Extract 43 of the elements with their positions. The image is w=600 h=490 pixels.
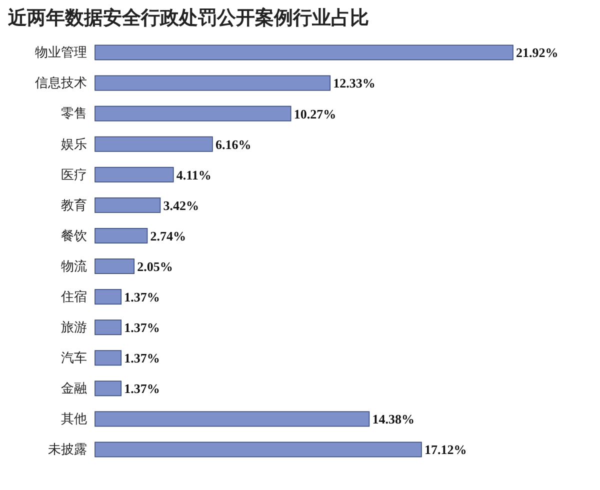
- y-tick-label: 餐饮: [61, 228, 87, 244]
- bar: [94, 350, 122, 366]
- bar: [94, 106, 292, 122]
- y-tick-label: 教育: [61, 197, 87, 214]
- data-label: 17.12%: [424, 442, 467, 458]
- chart-title: 近两年数据安全行政处罚公开案例行业占比: [7, 7, 369, 29]
- bar: [94, 197, 161, 213]
- y-tick-label: 物业管理: [35, 46, 87, 61]
- data-label: 1.37%: [124, 381, 160, 396]
- data-label: 2.74%: [150, 228, 186, 244]
- y-tick-label: 未披露: [48, 442, 87, 458]
- y-tick-label: 娱乐: [61, 137, 87, 152]
- bar: [94, 228, 148, 244]
- data-label: 1.37%: [124, 320, 160, 336]
- data-label: 2.05%: [137, 258, 173, 274]
- y-tick-label: 金融: [61, 382, 87, 397]
- bar: [94, 411, 370, 427]
- data-label: 6.16%: [215, 136, 252, 152]
- data-label: 14.38%: [372, 412, 414, 427]
- data-label: 3.42%: [163, 198, 199, 213]
- data-label: 4.11%: [176, 167, 212, 182]
- data-label: 12.33%: [333, 76, 376, 91]
- data-label: 21.92%: [516, 45, 558, 60]
- bar: [94, 258, 134, 274]
- bar: [94, 289, 122, 305]
- y-tick-label: 信息技术: [35, 76, 87, 92]
- y-tick-label: 物流: [61, 258, 87, 274]
- bar: [94, 320, 122, 336]
- y-tick-label: 其他: [61, 412, 87, 428]
- y-tick-label: 零售: [61, 106, 87, 122]
- bar: [94, 166, 174, 182]
- bar: [94, 136, 213, 152]
- bar: [94, 44, 514, 60]
- bar: [94, 442, 422, 458]
- data-label: 10.27%: [294, 106, 336, 122]
- bar: [94, 75, 331, 91]
- y-tick-label: 医疗: [61, 168, 87, 183]
- data-label: 1.37%: [124, 350, 160, 366]
- y-tick-label: 住宿: [60, 288, 87, 305]
- y-tick-label: 旅游: [61, 320, 87, 336]
- data-label: 1.37%: [124, 289, 160, 304]
- bar: [94, 380, 122, 396]
- y-tick-label: 汽车: [61, 351, 87, 366]
